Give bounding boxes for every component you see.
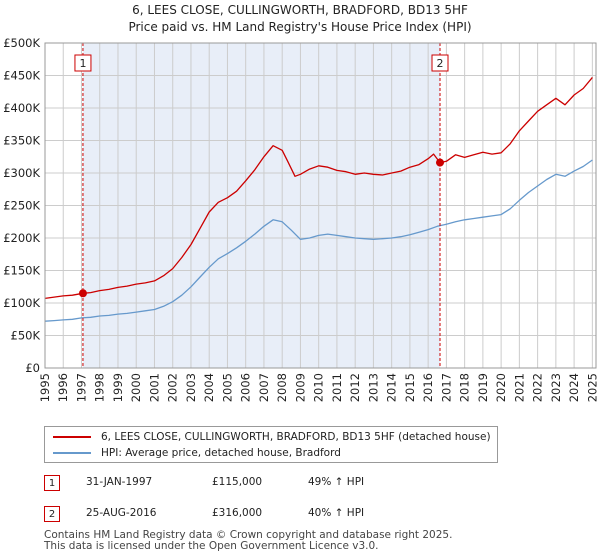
y-tick-label: £100K [3,296,40,310]
x-tick-label: 2023 [549,373,563,402]
transaction-date: 31-JAN-1997 [86,476,153,488]
x-tick-label: 2009 [293,373,307,402]
transaction-date: 25-AUG-2016 [86,507,157,519]
x-tick-label: 2021 [512,373,526,402]
transaction-row: 1 31-JAN-1997 £115,000 49% ↑ HPI [44,474,464,492]
x-tick-label: 2007 [257,373,271,402]
x-tick-label: 1999 [111,373,125,402]
x-tick-label: 2013 [366,373,380,402]
x-tick-label: 2019 [476,373,490,402]
x-tick-label: 2002 [166,373,180,402]
legend-label-property: 6, LEES CLOSE, CULLINGWORTH, BRADFORD, B… [101,431,491,443]
transaction-hpi-change: 40% ↑ HPI [308,507,365,519]
x-tick-label: 2022 [531,373,545,402]
legend-swatch-hpi [53,452,91,454]
sale-point [436,158,445,167]
y-tick-label: £300K [3,166,40,180]
hpi-series-line [44,159,593,322]
sale-marker-badge [74,54,92,72]
x-tick-label: 2008 [275,373,289,402]
plot-frame [44,42,597,369]
x-tick-label: 2025 [585,373,599,402]
property-price-series-line [44,76,593,300]
sale-point [78,289,87,298]
legend-swatch-property [53,436,91,438]
price-chart: 1 2 £0 £50K £100K £150K £200K £250K £300K £350K £… [3,36,599,402]
x-tick-label: 2003 [184,373,198,402]
x-tick-label: 2016 [421,373,435,402]
x-tick-label: 2024 [567,373,581,402]
sale-marker-number: 1 [79,57,86,70]
legend-label-hpi: HPI: Average price, detached house, Brad… [101,447,341,459]
y-tick-label: £200K [3,231,40,245]
y-tick-label: £150K [3,264,40,278]
y-tick-label: £400K [3,101,40,115]
x-tick-label: 2017 [439,373,453,402]
transaction-number-badge: 1 [44,475,60,491]
x-tick-label: 1996 [56,373,70,402]
transaction-number-badge: 2 [44,506,60,522]
x-tick-label: 1995 [38,373,52,402]
transaction-hpi-change: 49% ↑ HPI [308,476,365,488]
chart-title-line1: 6, LEES CLOSE, CULLINGWORTH, BRADFORD, B… [132,3,468,17]
x-tick-label: 2005 [220,373,234,402]
x-tick-label: 2004 [202,373,216,402]
sale-marker-number: 2 [437,57,444,70]
transaction-row: 2 25-AUG-2016 £316,000 40% ↑ HPI [44,505,464,523]
x-tick-label: 2020 [494,373,508,402]
footer-attribution: Contains HM Land Registry data © Crown c… [44,530,452,552]
legend-item-hpi: HPI: Average price, detached house, Brad… [53,445,341,461]
y-tick-label: £500K [3,36,40,50]
y-tick-label: £250K [3,199,40,213]
x-tick-label: 2014 [385,373,399,402]
footer-copyright: Contains HM Land Registry data © Crown c… [44,529,453,541]
transaction-price: £316,000 [212,507,263,519]
y-tick-label: £450K [3,69,40,83]
sale-marker-badge [431,54,449,72]
x-tick-label: 2010 [312,373,326,402]
y-tick-label: £0 [25,361,40,375]
legend-item-property: 6, LEES CLOSE, CULLINGWORTH, BRADFORD, B… [53,429,491,445]
y-tick-label: £350K [3,134,40,148]
x-tick-label: 1998 [93,373,107,402]
x-tick-label: 2015 [403,373,417,402]
x-tick-label: 2001 [147,373,161,402]
x-tick-label: 2011 [330,373,344,402]
x-tick-label: 2018 [458,373,472,402]
y-tick-label: £50K [11,329,41,343]
x-tick-label: 2012 [348,373,362,402]
legend: 6, LEES CLOSE, CULLINGWORTH, BRADFORD, B… [44,426,498,463]
x-tick-label: 2000 [129,373,143,402]
transaction-price: £115,000 [212,476,263,488]
footer-licence: This data is licensed under the Open Gov… [44,540,379,552]
chart-title-line2: Price paid vs. HM Land Registry's House … [128,20,472,34]
x-tick-label: 1997 [74,373,88,402]
x-tick-label: 2006 [239,373,253,402]
